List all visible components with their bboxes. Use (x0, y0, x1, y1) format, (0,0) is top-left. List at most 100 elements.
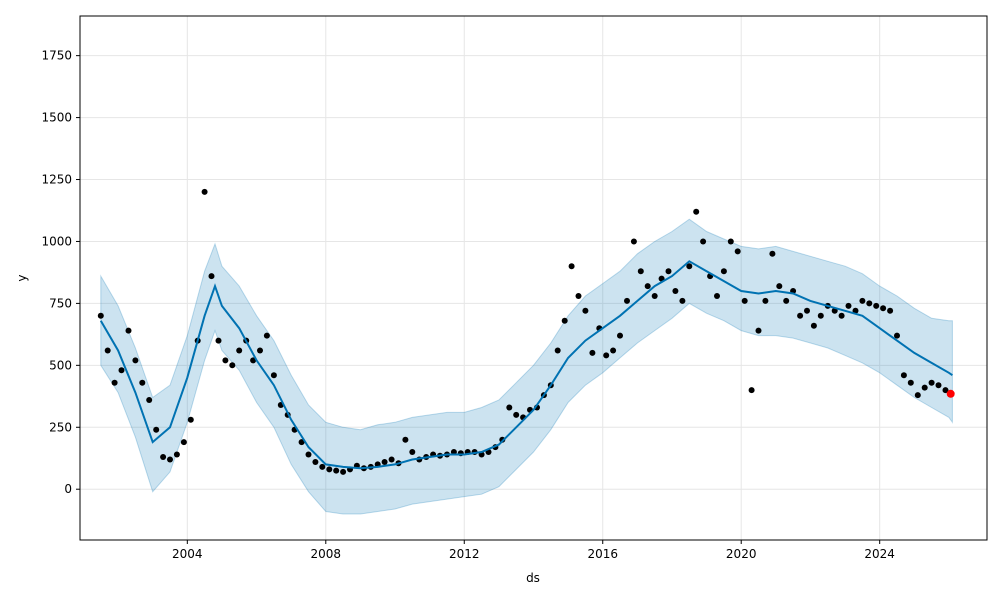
observed-points (97, 188, 949, 475)
y-tick-label: 0 (64, 482, 72, 496)
observed-point (894, 332, 900, 339)
observed-point (797, 312, 804, 319)
observed-point (589, 349, 596, 356)
observed-point (617, 332, 623, 339)
observed-point (180, 439, 187, 446)
observed-point (236, 347, 243, 354)
observed-point (720, 268, 727, 275)
observed-point (582, 307, 589, 314)
observed-point (651, 293, 658, 299)
observed-point (263, 332, 270, 339)
observed-point (499, 436, 506, 443)
y-tick-label: 750 (49, 296, 72, 310)
observed-point (111, 379, 118, 386)
observed-point (568, 263, 575, 270)
observed-point (222, 357, 229, 364)
plot-frame (79, 15, 988, 541)
observed-point (873, 302, 880, 309)
x-axis: 2004 2008 2012 2016 2020 2024 (172, 540, 895, 561)
x-tick-label: 2016 (587, 547, 618, 561)
observed-point (762, 297, 769, 304)
observed-point (118, 367, 125, 374)
observed-point (741, 297, 748, 304)
observed-point (125, 327, 132, 334)
observed-point (700, 238, 707, 245)
observed-point (160, 454, 167, 460)
observed-point (783, 297, 790, 304)
observed-point (942, 387, 949, 394)
y-tick-label: 1250 (41, 173, 72, 187)
observed-point (935, 382, 942, 389)
latest-point (946, 389, 955, 398)
forecast-line (99, 260, 953, 470)
observed-point (845, 302, 852, 309)
observed-point (409, 449, 416, 455)
observed-point (167, 456, 173, 463)
observed-point (506, 404, 513, 411)
y-tick-label: 500 (49, 358, 72, 372)
observed-point (693, 208, 700, 215)
observed-point (928, 379, 935, 386)
observed-point (776, 283, 783, 290)
observed-point (686, 263, 693, 270)
observed-point (139, 379, 146, 386)
observed-point (810, 322, 817, 329)
observed-point (769, 250, 776, 257)
observed-point (804, 307, 810, 314)
y-axis: 0 250 500 750 1000 1250 1500 1750 (41, 49, 80, 496)
observed-point (229, 362, 236, 369)
observed-point (734, 248, 741, 255)
uncertainty-band (100, 218, 953, 515)
observed-point (187, 416, 194, 423)
observed-point (900, 372, 907, 379)
observed-point (644, 283, 651, 290)
observed-point (208, 273, 215, 280)
observed-point (201, 188, 208, 195)
observed-point (298, 439, 305, 446)
observed-point (679, 297, 686, 304)
observed-point (104, 347, 111, 354)
observed-point (817, 312, 824, 319)
observed-point (146, 397, 153, 403)
observed-point (630, 238, 637, 245)
observed-point (603, 352, 610, 359)
observed-point (333, 467, 340, 474)
y-axis-label: y (15, 274, 29, 281)
y-tick-label: 250 (49, 420, 72, 434)
observed-point (173, 451, 180, 458)
observed-point (305, 451, 312, 458)
observed-point (887, 307, 894, 314)
observed-point (727, 238, 734, 245)
x-axis-label: ds (526, 571, 540, 585)
observed-point (852, 307, 859, 314)
observed-point (250, 357, 257, 364)
observed-point (381, 459, 388, 465)
observed-point (624, 297, 630, 304)
x-tick-label: 2008 (311, 547, 342, 561)
observed-point (319, 463, 326, 470)
observed-point (672, 288, 679, 294)
observed-point (554, 347, 561, 354)
observed-point (153, 426, 160, 433)
observed-point (714, 293, 720, 299)
observed-point (513, 411, 520, 418)
latest-points (946, 389, 955, 398)
observed-point (402, 436, 409, 443)
observed-point (665, 268, 672, 275)
observed-point (859, 297, 866, 304)
observed-point (132, 357, 139, 364)
observed-point (755, 327, 762, 334)
observed-point (97, 312, 104, 319)
observed-point (748, 387, 755, 394)
observed-point (610, 347, 617, 354)
observed-point (921, 384, 928, 391)
observed-point (907, 379, 914, 386)
observed-point (340, 468, 347, 475)
observed-point (880, 305, 887, 312)
observed-point (914, 392, 921, 399)
observed-point (388, 456, 395, 463)
observed-point (561, 317, 568, 324)
y-tick-label: 1750 (41, 49, 72, 63)
x-tick-label: 2004 (172, 547, 203, 561)
